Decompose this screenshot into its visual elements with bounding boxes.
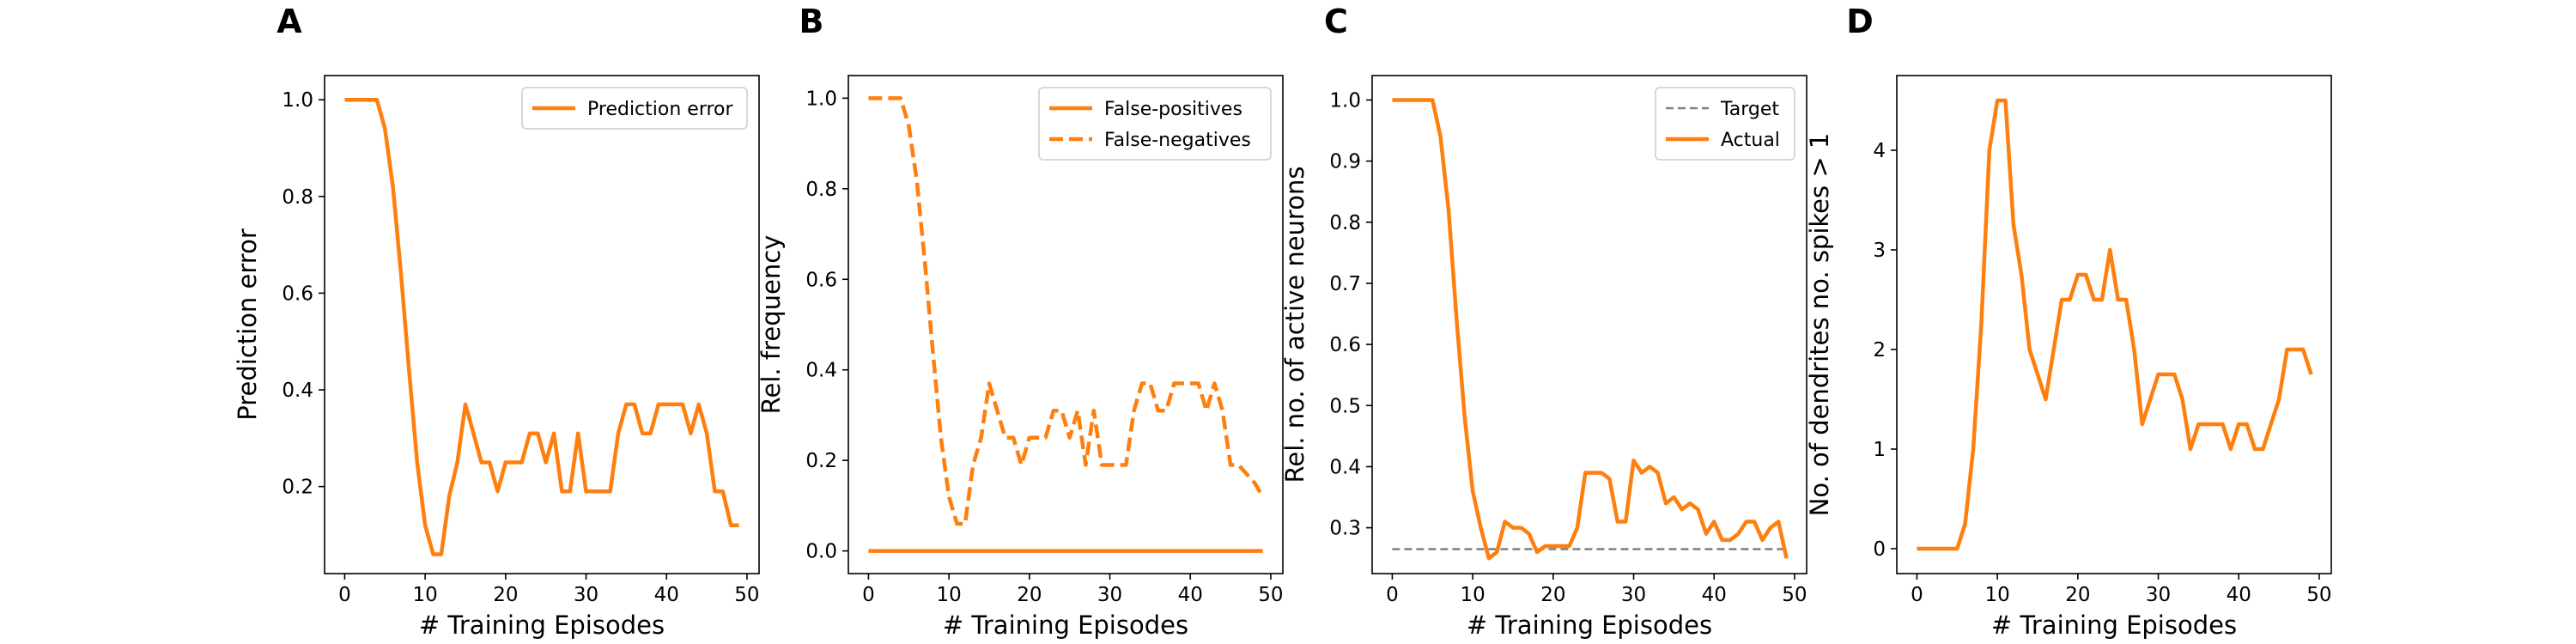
y-tick-label: 1.0 — [282, 89, 313, 112]
y-tick-label: 0.6 — [1329, 334, 1361, 356]
legend-box — [521, 87, 748, 130]
axes-frame — [848, 75, 1284, 574]
panel-letter: C — [1324, 3, 1348, 40]
panel-letter: B — [799, 3, 824, 40]
legend: Target Actual — [1655, 87, 1795, 161]
x-tick-label: 0 — [1911, 584, 1923, 606]
x-axis-label: # Training Episodes — [419, 611, 665, 640]
legend-box — [1655, 87, 1795, 161]
x-tick-label: 30 — [1621, 584, 1646, 606]
series-line-prediction-error — [344, 97, 739, 556]
axes-frame — [324, 75, 760, 574]
y-tick-label: 0.8 — [1329, 212, 1361, 234]
y-tick-label: 1 — [1873, 439, 1886, 461]
y-tick-label: 1.0 — [805, 88, 837, 110]
y-tick-label: 0.8 — [805, 179, 837, 201]
axes-frame — [1371, 75, 1807, 574]
panel-c: C 0 10 20 30 40 50 0.3 0.4 0.5 0.6 0.7 0.8 0.9 1.0 # Tr… — [1280, 3, 1807, 640]
x-tick-label: 20 — [2065, 584, 2090, 606]
x-tick-label: 40 — [654, 584, 679, 606]
x-tick-label: 30 — [574, 584, 598, 606]
legend: False-positives False-negatives — [1038, 87, 1272, 161]
x-tick-label: 50 — [2306, 584, 2331, 606]
y-tick-label: 0.5 — [1329, 395, 1361, 417]
x-tick-label: 0 — [338, 584, 351, 606]
legend-label: Prediction error — [587, 99, 733, 120]
x-tick-label: 20 — [1017, 584, 1042, 606]
legend: Prediction error — [521, 87, 748, 130]
x-tick-label: 20 — [493, 584, 518, 606]
axes-frame — [1896, 75, 2332, 574]
x-tick-label: 30 — [1097, 584, 1122, 606]
y-tick-label: 0.4 — [282, 380, 313, 402]
y-tick-label: 0.4 — [805, 360, 837, 382]
y-tick-label: 0.0 — [805, 541, 837, 563]
y-tick-label: 0.9 — [1329, 151, 1361, 173]
x-tick-label: 50 — [734, 584, 759, 606]
series-line-false-negatives — [868, 96, 1265, 526]
y-tick-label: 0.4 — [1329, 456, 1361, 478]
x-tick-label: 40 — [1702, 584, 1727, 606]
panel-letter: D — [1846, 3, 1874, 40]
x-tick-label: 20 — [1540, 584, 1565, 606]
y-tick-label: 4 — [1873, 140, 1886, 162]
y-tick-label: 2 — [1873, 339, 1886, 361]
x-tick-label: 30 — [2146, 584, 2171, 606]
legend-label: Actual — [1721, 130, 1780, 151]
y-tick-label: 0.3 — [1329, 518, 1361, 540]
legend-label: Target — [1720, 99, 1779, 120]
y-tick-label: 0.6 — [282, 283, 313, 305]
x-axis-label: # Training Episodes — [1467, 611, 1712, 640]
legend-box — [1038, 87, 1272, 161]
panel-letter: A — [276, 3, 302, 40]
y-tick-label: 0.6 — [805, 269, 837, 291]
x-tick-label: 0 — [1386, 584, 1399, 606]
x-tick-label: 40 — [1178, 584, 1203, 606]
series-line-values — [1917, 98, 2313, 551]
x-axis-label: # Training Episodes — [943, 611, 1188, 640]
y-axis-label: Rel. frequency — [756, 235, 786, 415]
y-tick-label: 0.2 — [282, 477, 313, 499]
y-tick-label: 0.2 — [805, 450, 837, 472]
x-tick-label: 50 — [1258, 584, 1283, 606]
x-tick-label: 10 — [1984, 584, 2009, 606]
y-tick-label: 1.0 — [1329, 89, 1361, 112]
x-tick-label: 50 — [1782, 584, 1807, 606]
x-tick-label: 0 — [862, 584, 875, 606]
y-axis-label: No. of dendrites no. spikes > 1 — [1805, 133, 1834, 517]
legend-label: False-positives — [1104, 99, 1242, 120]
series-line-actual — [1392, 98, 1789, 561]
x-axis-label: # Training Episodes — [1991, 611, 2237, 640]
x-tick-label: 10 — [1460, 584, 1485, 606]
x-tick-label: 40 — [2227, 584, 2251, 606]
panel-a: A 0 10 20 30 40 50 0.2 0.4 0.6 0.8 1.0 # Training Ep… — [233, 3, 760, 640]
legend-label: False-negatives — [1104, 130, 1251, 151]
y-tick-label: 0.7 — [1329, 273, 1361, 295]
y-axis-label: Rel. no. of active neurons — [1280, 167, 1309, 483]
panel-b: B 0 10 20 30 40 50 0.0 0.2 0.4 0.6 0.8 1.0 # Training… — [756, 3, 1284, 640]
panel-d: D 0 10 20 30 40 50 0 1 2 3 4 # Training Episodes No. … — [1805, 3, 2332, 640]
y-tick-label: 0 — [1873, 538, 1886, 561]
y-axis-label: Prediction error — [233, 228, 262, 421]
y-tick-label: 0.8 — [282, 186, 313, 209]
y-tick-label: 3 — [1873, 240, 1886, 262]
x-tick-label: 10 — [412, 584, 437, 606]
x-tick-label: 10 — [936, 584, 961, 606]
